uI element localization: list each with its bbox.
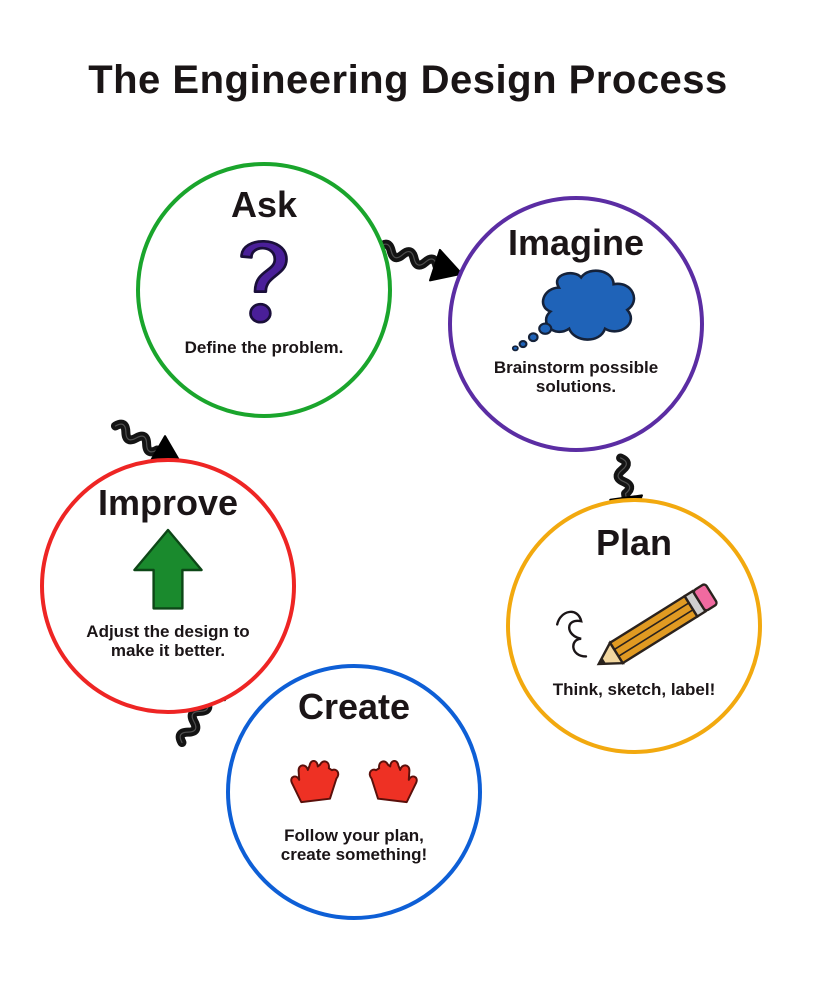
diagram-stage: The Engineering Design Process Ask Defin… <box>0 0 816 990</box>
step-create: Create Follow your plan, create somethin… <box>226 664 482 920</box>
step-ask: Ask Define the problem. <box>136 162 392 418</box>
diagram-title: The Engineering Design Process <box>0 58 816 103</box>
step-create-caption: Follow your plan, create something! <box>281 826 427 865</box>
step-create-heading: Create <box>298 688 410 726</box>
step-ask-heading: Ask <box>231 186 297 224</box>
question-icon <box>219 224 309 334</box>
step-ask-caption: Define the problem. <box>185 338 344 358</box>
uparrow-icon <box>118 522 218 618</box>
step-imagine-caption: Brainstorm possible solutions. <box>494 358 658 397</box>
step-improve: Improve Adjust the design to make it bet… <box>40 458 296 714</box>
step-imagine: Imagine Brainstorm possible solutions. <box>448 196 704 452</box>
step-plan-heading: Plan <box>596 524 672 562</box>
step-imagine-heading: Imagine <box>508 224 644 262</box>
thought-icon <box>491 262 661 356</box>
step-improve-heading: Improve <box>98 484 238 522</box>
step-improve-caption: Adjust the design to make it better. <box>86 622 249 661</box>
step-plan-caption: Think, sketch, label! <box>553 680 716 700</box>
hands-icon <box>269 726 439 822</box>
step-plan: Plan Think, sketch, label! <box>506 498 762 754</box>
pencil-icon <box>529 562 739 674</box>
